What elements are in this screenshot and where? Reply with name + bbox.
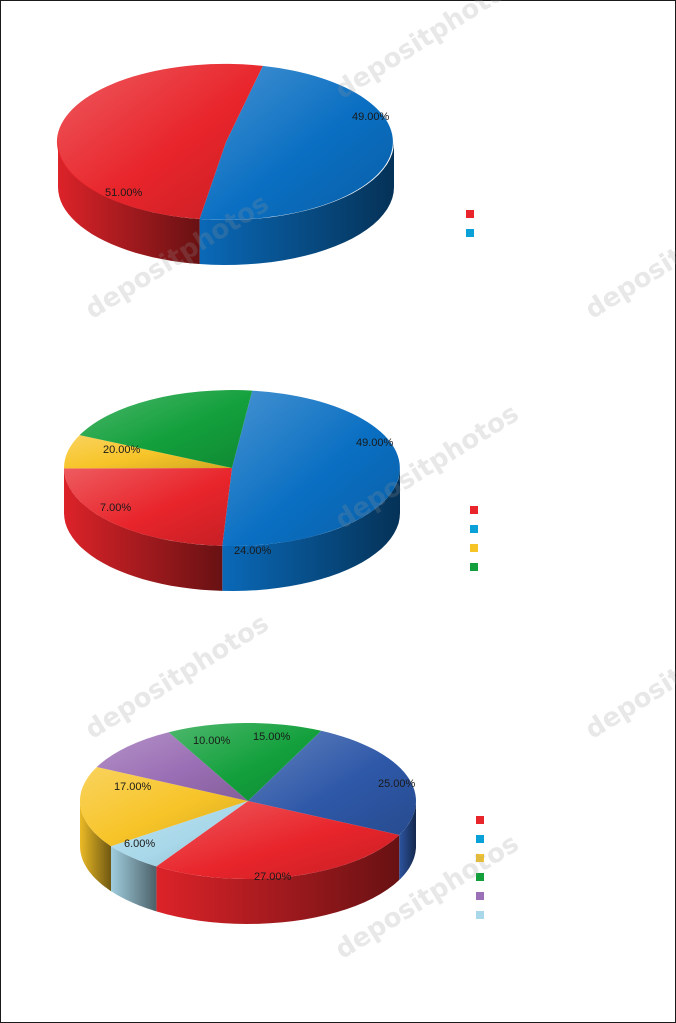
legend-swatch xyxy=(476,892,484,900)
pie-2-slice-side xyxy=(222,468,400,591)
pie-1-slice xyxy=(199,65,393,220)
pie-3-slice xyxy=(168,722,322,801)
pie-2-slice xyxy=(63,435,232,469)
legend-swatch xyxy=(470,544,478,552)
legend-swatch xyxy=(476,835,484,843)
pie-3-slice-side xyxy=(399,801,416,880)
pie-3-slice-label: 25.00% xyxy=(378,778,416,790)
pie-3-slice xyxy=(79,767,248,847)
pie-3-slice-side xyxy=(111,846,157,912)
legend-swatch xyxy=(466,210,474,218)
pie-2-slice-label: 7.00% xyxy=(100,502,131,514)
pie-chart-1-svg: 49.00% 51.00% xyxy=(56,63,394,265)
pie-1-slice-label: 51.00% xyxy=(105,187,143,199)
pie-2-slice-side xyxy=(64,468,223,591)
pie-3-slice-label: 27.00% xyxy=(254,871,292,883)
pie-1-slice-side xyxy=(58,142,200,264)
pie-1-slice-label: 49.00% xyxy=(352,111,390,123)
pie-2-slice xyxy=(222,390,400,547)
pie-3-slice xyxy=(248,730,416,835)
pie-chart-3: 25.00% 27.00% 6.00% 17.00% 10.00% 15.00% xyxy=(0,660,676,1023)
legend-swatch xyxy=(476,816,484,824)
pie-chart-2: 49.00% 24.00% 7.00% 20.00% xyxy=(0,330,676,660)
pie-3-slice xyxy=(111,801,248,867)
legend-swatch xyxy=(470,563,478,571)
pie-3-slice-label: 6.00% xyxy=(124,838,155,850)
legend-swatch xyxy=(470,525,478,533)
legend-swatch xyxy=(466,229,474,237)
pie-1-slice-side xyxy=(199,142,394,265)
pie-2-slice-label: 24.00% xyxy=(234,545,272,557)
pie-3-slice xyxy=(156,801,400,880)
pie-3-slice-side xyxy=(80,801,111,892)
pie-chart-2-svg: 49.00% 24.00% 7.00% 20.00% xyxy=(63,390,400,591)
pie-3-slice-side xyxy=(156,835,400,924)
pie-3-slice-label: 10.00% xyxy=(193,735,231,747)
legend-swatch xyxy=(476,873,484,881)
pie-2-slice xyxy=(79,390,253,468)
pie-chart-1: 49.00% 51.00% xyxy=(0,0,676,330)
pie-3-slice-label: 15.00% xyxy=(253,731,291,743)
pie-2-slice-label: 49.00% xyxy=(356,437,394,449)
legend-swatch xyxy=(476,854,484,862)
pie-1-slice xyxy=(56,63,263,220)
pie-2-slice xyxy=(64,468,232,546)
pie-3-slice-label: 17.00% xyxy=(114,781,152,793)
pie-3-slice xyxy=(96,732,248,801)
legend-swatch xyxy=(476,911,484,919)
pie-chart-3-svg: 25.00% 27.00% 6.00% 17.00% 10.00% 15.00% xyxy=(79,722,416,924)
legend-swatch xyxy=(470,506,478,514)
pie-2-slice-label: 20.00% xyxy=(103,444,141,456)
